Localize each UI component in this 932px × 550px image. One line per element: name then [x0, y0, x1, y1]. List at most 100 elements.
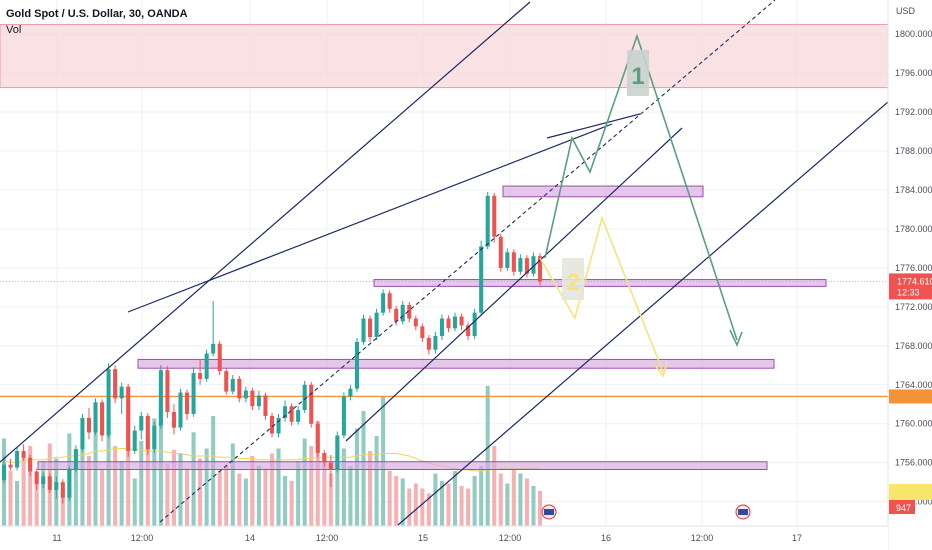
- price-tick-label: 1772.000: [895, 302, 932, 312]
- economic-event-icons[interactable]: [541, 504, 751, 520]
- time-tick-label: 17: [792, 533, 802, 543]
- candle-body: [328, 462, 333, 470]
- yellow-projection-path[interactable]: [539, 215, 664, 373]
- candle-body: [106, 369, 111, 436]
- candle-body: [165, 370, 170, 413]
- candle-body: [446, 318, 451, 329]
- wedge-connector-line[interactable]: [546, 113, 641, 139]
- horizontal-level[interactable]: [0, 281, 888, 398]
- candle-body: [394, 308, 399, 322]
- volume-bar: [152, 418, 157, 526]
- volume-bar: [276, 448, 281, 526]
- volume-bar: [132, 478, 137, 526]
- candle-body: [263, 395, 268, 416]
- candle-body: [243, 390, 248, 399]
- price-tick-label: 1784.000: [895, 185, 932, 195]
- time-axis-bg: [0, 526, 888, 550]
- price-zone-rect[interactable]: [37, 461, 768, 471]
- candle-body: [191, 373, 196, 414]
- candle-body: [237, 378, 242, 399]
- candle-body: [524, 258, 529, 274]
- candle-body: [21, 450, 26, 458]
- volume-bar: [119, 461, 124, 526]
- volume-bar: [204, 448, 209, 526]
- wave-2-box: [562, 258, 584, 300]
- us-flag-event-icon[interactable]: [735, 504, 751, 520]
- volume-bars: [1, 386, 543, 526]
- candle-body: [309, 384, 314, 424]
- candle-body: [269, 415, 275, 434]
- price-tick-label: 1756.000: [895, 458, 932, 468]
- candle-body: [341, 396, 346, 436]
- us-flag-event-icon[interactable]: [541, 504, 557, 520]
- volume-bar: [230, 443, 235, 526]
- volume-bar: [322, 463, 327, 526]
- rising-wedge-line[interactable]: [127, 123, 613, 313]
- indicator-label: Vol: [6, 24, 22, 36]
- volume-bar: [452, 471, 458, 526]
- green-projection-path[interactable]: [544, 33, 738, 341]
- volume-bar: [315, 421, 320, 526]
- volume-bar: [100, 469, 105, 526]
- candle-body: [145, 415, 150, 450]
- countdown-label: 12:33: [897, 287, 920, 297]
- volume-bar: [309, 446, 314, 526]
- price-zone-rect[interactable]: [137, 358, 775, 369]
- time-axis[interactable]: 11 12:00 14 12:00 15 12:00 16 12:00 17: [0, 525, 888, 550]
- price-tick-label: 1796.000: [895, 68, 932, 78]
- candle-body: [368, 318, 373, 338]
- candle-body: [276, 417, 281, 434]
- upper-channel-line[interactable]: [0, 1, 531, 463]
- candle-body: [250, 390, 255, 407]
- yellow-arrow-head: [654, 361, 668, 378]
- volume-bar: [381, 396, 386, 526]
- trend-drawings[interactable]: [0, 0, 888, 526]
- time-tick-label: 12:00: [316, 533, 339, 543]
- candle-body: [479, 246, 484, 313]
- time-tick-label: 12:00: [131, 533, 154, 543]
- volume-bar: [41, 461, 46, 526]
- candle-body: [28, 457, 33, 472]
- candle-body: [322, 452, 327, 463]
- wave-2-label[interactable]: 2: [566, 269, 579, 296]
- price-zone-rect[interactable]: [502, 185, 704, 198]
- volume-bar: [198, 458, 203, 526]
- price-axis[interactable]: USD 1800.000 1796.000 1792.000 1788.000 1784.…: [887, 0, 932, 550]
- candle-body: [67, 469, 72, 498]
- lower-channel-line-1[interactable]: [345, 127, 683, 442]
- candlesticks: [1, 191, 543, 504]
- candle-body: [361, 318, 366, 342]
- volume-bar: [492, 446, 497, 526]
- wave-1-label[interactable]: 1: [631, 63, 644, 90]
- middle-dashed-line[interactable]: [159, 0, 776, 523]
- volume-bar: [524, 478, 529, 526]
- candle-body: [8, 464, 13, 468]
- candle-body: [335, 435, 340, 470]
- candle-body: [400, 304, 405, 322]
- price-zone-rect[interactable]: [373, 279, 827, 287]
- candle-body: [119, 386, 124, 399]
- candle-body: [492, 195, 497, 237]
- support-resistance-zones[interactable]: [37, 185, 827, 471]
- volume-bar: [485, 386, 490, 526]
- candle-body: [93, 402, 98, 433]
- candle-body: [198, 373, 203, 379]
- volume-bar: [433, 473, 438, 526]
- wave-annotations[interactable]: 12: [562, 50, 649, 300]
- lower-channel-line-2[interactable]: [397, 101, 888, 526]
- candle-body: [139, 415, 144, 431]
- candle-body: [426, 338, 431, 350]
- last-price-label: 1774.610: [897, 276, 932, 286]
- candle-body: [315, 423, 320, 453]
- volume-bar: [446, 483, 451, 526]
- candle-body: [60, 482, 65, 498]
- price-tick-label: 1764.000: [895, 380, 932, 390]
- volume-bar: [479, 466, 484, 526]
- candle-body: [452, 316, 458, 329]
- volume-bar: [394, 476, 399, 526]
- candle-body: [178, 392, 183, 428]
- candle-body: [73, 449, 78, 470]
- volume-bar: [269, 453, 275, 526]
